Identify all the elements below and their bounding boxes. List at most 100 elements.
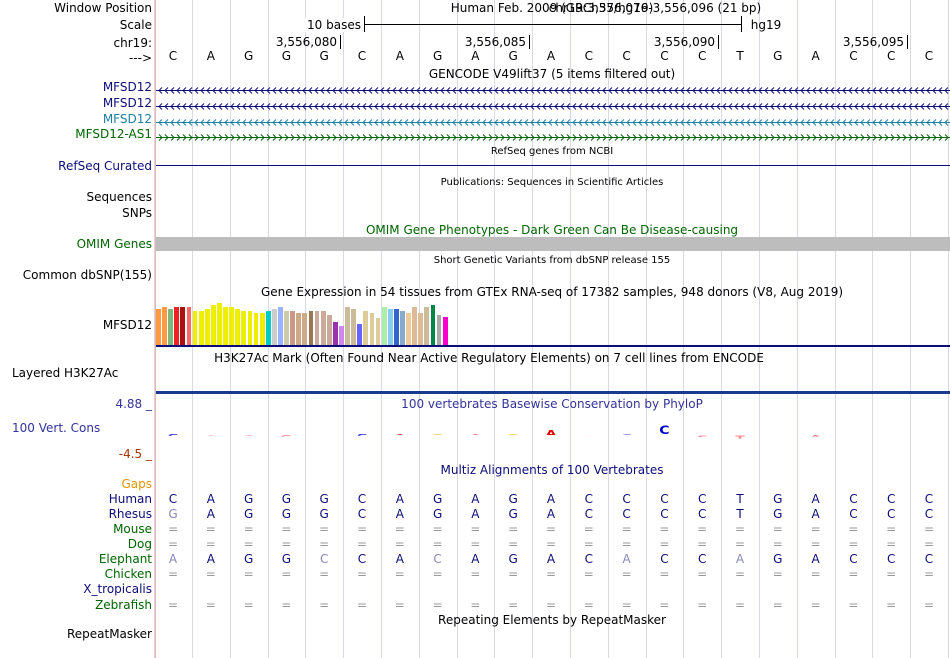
- gtex-tissue-bar[interactable]: [253, 312, 259, 345]
- alignment-base: G: [508, 492, 518, 506]
- gtex-tissue-bar[interactable]: [265, 310, 271, 345]
- phylop-letter: A: [198, 435, 224, 436]
- gtex-tissue-bar[interactable]: [369, 312, 375, 345]
- phylop-label[interactable]: 100 Vert. Cons: [12, 421, 101, 435]
- gtex-tissue-bar[interactable]: [320, 310, 326, 345]
- gtex-tissue-bar[interactable]: [442, 316, 448, 345]
- gtex-tissue-bar[interactable]: [156, 308, 161, 345]
- strand-chevrons: [156, 134, 950, 141]
- gencode-transcript[interactable]: [156, 131, 950, 141]
- phylop-title: 100 vertebrates Basewise Conservation by…: [401, 397, 703, 411]
- gtex-tissue-bar[interactable]: [418, 312, 424, 345]
- gtex-tissue-bar[interactable]: [430, 305, 436, 345]
- gtex-tissue-bar[interactable]: [271, 308, 277, 345]
- species-label[interactable]: Chicken: [104, 567, 152, 581]
- alignment-base: =: [243, 537, 254, 551]
- gtex-tissue-bar[interactable]: [406, 312, 411, 345]
- dbsnp-label[interactable]: Common dbSNP(155): [22, 268, 152, 282]
- gtex-tissue-bar[interactable]: [204, 308, 210, 345]
- gencode-label-2[interactable]: MFSD12: [102, 96, 152, 110]
- gtex-tissue-bar[interactable]: [351, 308, 357, 345]
- snps-label[interactable]: SNPs: [122, 206, 152, 220]
- species-label[interactable]: Elephant: [98, 552, 152, 566]
- refseq-label[interactable]: RefSeq Curated: [58, 159, 152, 173]
- publications-label[interactable]: Sequences: [86, 190, 152, 204]
- gtex-tissue-bar[interactable]: [235, 308, 241, 345]
- gtex-tissue-bar[interactable]: [424, 307, 430, 345]
- gtex-tissue-bar[interactable]: [332, 322, 338, 345]
- gtex-tissue-bar[interactable]: [375, 318, 381, 345]
- gtex-tissue-bar[interactable]: [174, 307, 180, 345]
- gtex-label[interactable]: MFSD12: [102, 318, 152, 332]
- gencode-label-3[interactable]: MFSD12: [102, 112, 152, 126]
- alignment-base: =: [508, 537, 519, 551]
- phylop-logo[interactable]: C A G G C A G A G A C C C C T A: [156, 420, 950, 450]
- gtex-tissue-bar[interactable]: [229, 307, 235, 345]
- gtex-tissue-bar[interactable]: [436, 314, 442, 345]
- gtex-tissue-bar[interactable]: [308, 310, 314, 345]
- gtex-tissue-bar[interactable]: [326, 314, 332, 345]
- gtex-tissue-bar[interactable]: [217, 303, 222, 345]
- alignment-base: =: [470, 522, 481, 536]
- gtex-tissue-bar[interactable]: [314, 310, 320, 345]
- gtex-tissue-bar[interactable]: [357, 324, 363, 345]
- alignment-base: C: [924, 552, 934, 566]
- gtex-tissue-bar[interactable]: [210, 305, 216, 345]
- gtex-tissue-bar[interactable]: [339, 326, 344, 345]
- phylop-letter: C: [659, 425, 670, 435]
- alignment-base: G: [773, 507, 783, 521]
- gtex-tissue-bar[interactable]: [186, 307, 192, 345]
- gtex-tissue-bar[interactable]: [290, 310, 296, 345]
- gtex-tissue-bar[interactable]: [284, 310, 289, 345]
- gtex-tissue-bar[interactable]: [412, 307, 418, 345]
- gtex-tissue-bar[interactable]: [168, 308, 174, 345]
- alignment-base: =: [167, 522, 179, 536]
- gtex-tissue-bar[interactable]: [302, 312, 308, 345]
- gtex-tissue-bar[interactable]: [387, 308, 393, 345]
- gtex-tissue-bar[interactable]: [393, 308, 399, 345]
- h3k27ac-label[interactable]: Layered H3K27Ac: [12, 366, 119, 380]
- gtex-tissue-bar[interactable]: [363, 310, 369, 345]
- gencode-transcript[interactable]: [156, 100, 950, 110]
- gtex-tissue-bar[interactable]: [223, 307, 228, 345]
- gencode-label-1[interactable]: MFSD12: [102, 80, 152, 94]
- gtex-tissue-bar[interactable]: [241, 310, 247, 345]
- gencode-label-4[interactable]: MFSD12-AS1: [75, 127, 152, 141]
- species-label[interactable]: Dog: [127, 537, 152, 551]
- species-label[interactable]: X_tropicalis: [83, 582, 152, 596]
- gtex-tissue-bar[interactable]: [345, 307, 350, 345]
- scale-bar: [364, 24, 741, 25]
- alignment-base: C: [660, 507, 669, 521]
- repeatmasker-label[interactable]: RepeatMasker: [66, 627, 152, 641]
- gtex-bar-chart[interactable]: [156, 300, 556, 345]
- alignment-base: =: [508, 522, 519, 536]
- alignment-base: A: [206, 552, 215, 566]
- gtex-tissue-bar[interactable]: [247, 310, 253, 345]
- omim-label[interactable]: OMIM Genes: [76, 237, 152, 251]
- gencode-transcript[interactable]: [156, 116, 950, 126]
- phylop-letter: A: [545, 429, 557, 435]
- phylop-letter: A: [462, 434, 488, 435]
- gtex-tissue-bar[interactable]: [180, 307, 186, 345]
- species-label[interactable]: Human: [108, 492, 152, 506]
- gtex-tissue-bar[interactable]: [259, 312, 265, 345]
- gtex-tissue-bar[interactable]: [381, 307, 387, 345]
- alignment-base: C: [886, 492, 896, 506]
- gtex-tissue-bar[interactable]: [278, 307, 283, 345]
- coord-tick: [718, 35, 719, 49]
- gtex-tissue-bar[interactable]: [192, 310, 198, 345]
- h3k27ac-signal[interactable]: [156, 391, 950, 394]
- gtex-tissue-bar[interactable]: [162, 307, 167, 345]
- gtex-tissue-bar[interactable]: [400, 310, 405, 345]
- species-label[interactable]: Mouse: [113, 522, 152, 536]
- species-label[interactable]: Rhesus: [108, 507, 152, 521]
- gtex-tissue-bar[interactable]: [198, 310, 204, 345]
- alignment-base: =: [432, 537, 443, 551]
- refseq-line[interactable]: [156, 165, 950, 166]
- species-label[interactable]: Zebrafish: [95, 598, 152, 612]
- gtex-tissue-bar[interactable]: [296, 312, 302, 345]
- omim-gene-bar[interactable]: [156, 237, 950, 251]
- gtex-baseline: [156, 345, 950, 347]
- alignment-base: =: [205, 537, 216, 551]
- gencode-transcript[interactable]: [156, 84, 950, 94]
